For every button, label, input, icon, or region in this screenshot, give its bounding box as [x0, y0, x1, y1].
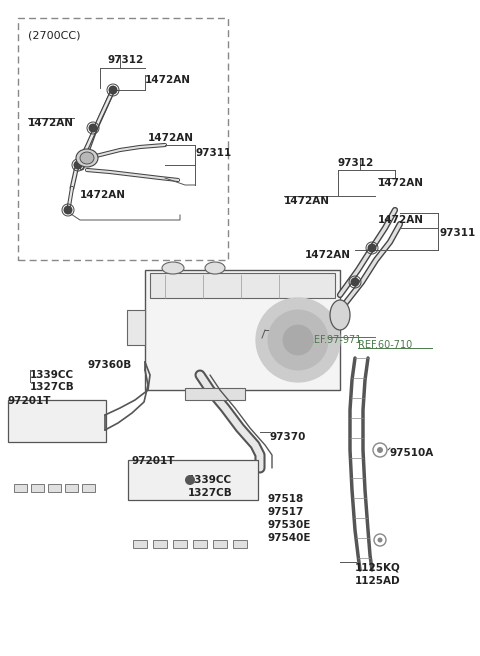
Circle shape — [73, 161, 83, 169]
Ellipse shape — [80, 152, 94, 164]
Text: 1472AN: 1472AN — [378, 178, 424, 188]
Text: 1472AN: 1472AN — [145, 75, 191, 85]
Bar — [193, 540, 207, 548]
Text: 1472AN: 1472AN — [378, 215, 424, 225]
Circle shape — [268, 310, 328, 370]
Bar — [18, 18, 228, 260]
Text: 97510A: 97510A — [390, 448, 434, 458]
Circle shape — [283, 325, 313, 355]
Circle shape — [336, 310, 345, 319]
Circle shape — [377, 537, 383, 543]
Bar — [213, 540, 227, 548]
Text: 1327CB: 1327CB — [188, 488, 233, 498]
Text: 1472AN: 1472AN — [284, 196, 330, 206]
Text: 1327CB: 1327CB — [30, 382, 75, 392]
Text: REF.60-710: REF.60-710 — [358, 340, 412, 350]
Text: 1472AN: 1472AN — [80, 190, 126, 200]
Bar — [173, 540, 187, 548]
Bar — [185, 388, 245, 400]
Text: 97201T: 97201T — [132, 456, 176, 466]
Circle shape — [350, 277, 360, 287]
Text: 97518: 97518 — [268, 494, 304, 504]
Text: 97370: 97370 — [270, 432, 306, 442]
Text: 97360B: 97360B — [88, 360, 132, 370]
Text: 1472AN: 1472AN — [148, 133, 194, 143]
Text: 1339CC: 1339CC — [30, 370, 74, 380]
Bar — [14, 484, 27, 492]
Circle shape — [88, 123, 97, 133]
Circle shape — [63, 205, 72, 215]
Ellipse shape — [76, 149, 98, 167]
Bar — [31, 484, 44, 492]
Text: (2700CC): (2700CC) — [28, 30, 81, 40]
Text: 1125KQ: 1125KQ — [355, 562, 401, 572]
Text: 1472AN: 1472AN — [28, 118, 74, 128]
Text: 97311: 97311 — [195, 148, 231, 158]
Bar — [48, 484, 61, 492]
Text: 97540E: 97540E — [268, 533, 312, 543]
Text: 1125AD: 1125AD — [355, 576, 401, 586]
Text: 97517: 97517 — [268, 507, 304, 517]
Bar — [82, 484, 95, 492]
Ellipse shape — [162, 262, 184, 274]
Circle shape — [108, 85, 118, 94]
Ellipse shape — [330, 300, 350, 330]
Circle shape — [185, 475, 195, 485]
Text: REF.97-971: REF.97-971 — [307, 335, 361, 345]
Circle shape — [256, 298, 340, 382]
Bar — [233, 540, 247, 548]
Text: 97201T: 97201T — [8, 396, 51, 406]
FancyBboxPatch shape — [8, 400, 106, 442]
Text: 97312: 97312 — [108, 55, 144, 65]
Text: 97312: 97312 — [338, 158, 374, 168]
Bar — [133, 540, 147, 548]
Bar — [65, 484, 78, 492]
Text: 97530E: 97530E — [268, 520, 312, 530]
Circle shape — [377, 447, 383, 453]
Bar — [127, 310, 145, 345]
FancyBboxPatch shape — [128, 460, 258, 500]
FancyBboxPatch shape — [145, 270, 340, 390]
Text: 97311: 97311 — [440, 228, 476, 238]
Ellipse shape — [205, 262, 225, 274]
Text: 1472AN: 1472AN — [305, 250, 351, 260]
Text: 1339CC: 1339CC — [188, 475, 232, 485]
Bar — [150, 273, 335, 298]
Bar — [153, 540, 167, 548]
Circle shape — [368, 243, 376, 253]
